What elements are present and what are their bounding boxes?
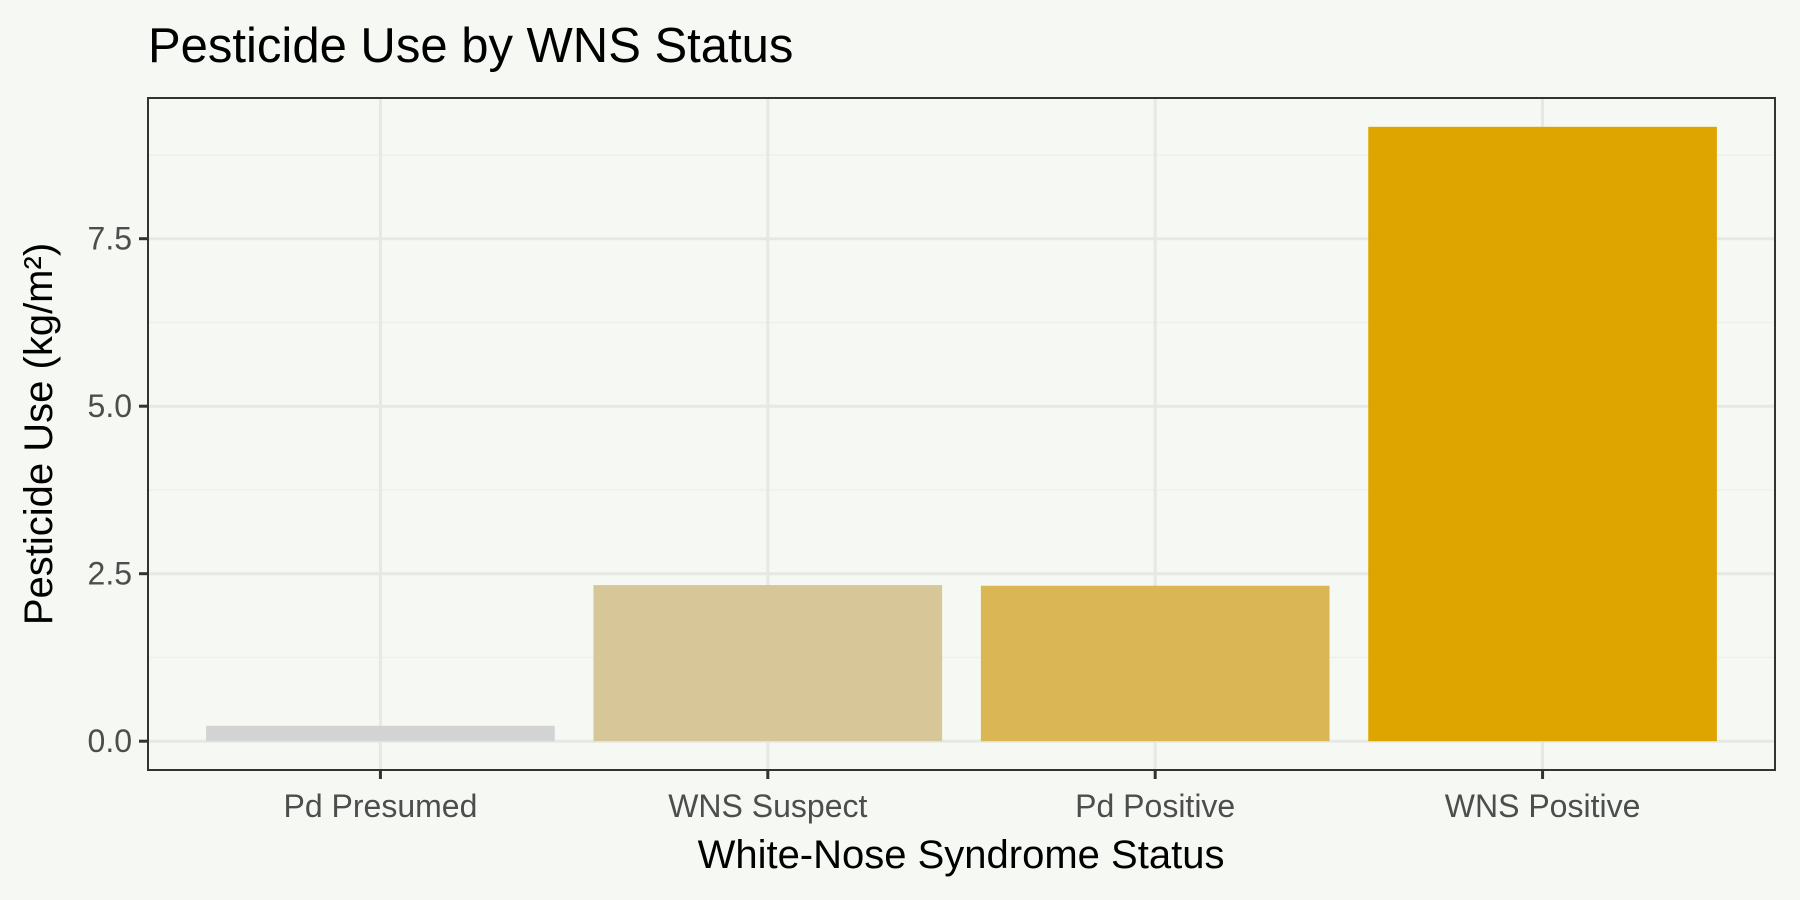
plot-border	[147, 97, 1776, 771]
y-tick-label: 2.5	[88, 556, 132, 592]
bar-pd-positive	[980, 585, 1330, 742]
y-axis: 0.0 2.5 5.0 7.5	[88, 221, 148, 759]
x-tick-label: Pd Presumed	[283, 788, 477, 824]
x-tick-label: Pd Positive	[1075, 788, 1235, 824]
y-tick-label: 7.5	[88, 221, 132, 257]
bar-wns-suspect	[593, 585, 943, 742]
y-axis-title: Pesticide Use (kg/m²)	[17, 243, 61, 625]
x-axis: Pd Presumed WNS Suspect Pd Positive WNS Pos…	[283, 770, 1640, 824]
bars	[206, 126, 1717, 742]
x-tick-label: WNS Suspect	[668, 788, 867, 824]
bar-pd-presumed	[206, 725, 555, 742]
y-tick-label: 5.0	[88, 388, 132, 424]
chart-title: Pesticide Use by WNS Status	[148, 19, 793, 73]
y-tick-label: 0.0	[88, 723, 132, 759]
x-axis-title: White-Nose Syndrome Status	[698, 833, 1225, 877]
x-tick-label: WNS Positive	[1445, 788, 1641, 824]
bar-wns-positive	[1368, 126, 1717, 742]
